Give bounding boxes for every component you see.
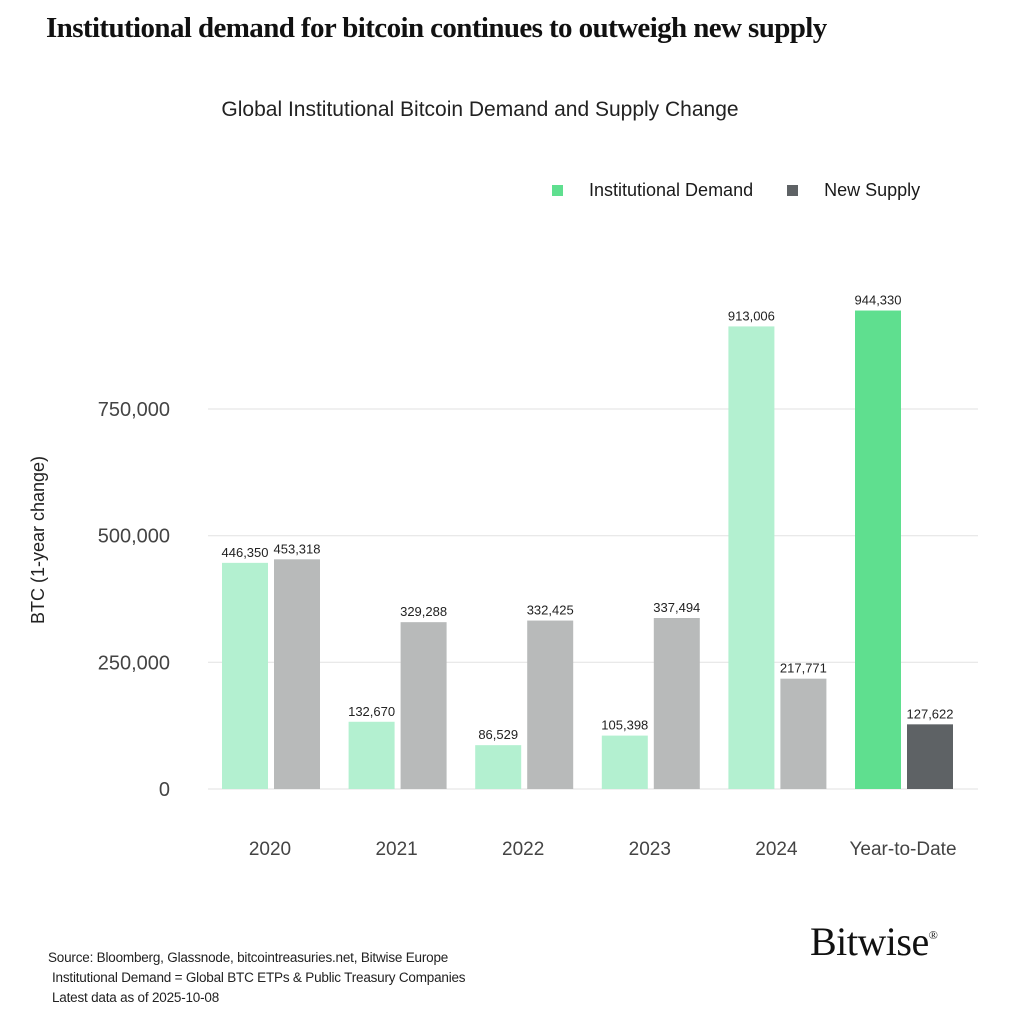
legend-swatch-demand — [552, 185, 563, 196]
bar-supply — [653, 618, 700, 789]
x-tick-label: 2021 — [375, 839, 417, 860]
y-axis-label: BTC (1-year change) — [28, 456, 48, 624]
headline: Institutional demand for bitcoin continu… — [46, 12, 827, 44]
chart-title: Global Institutional Bitcoin Demand and … — [221, 98, 739, 121]
bitwise-logo: Bitwise® — [810, 919, 938, 964]
bar-demand — [601, 735, 648, 789]
legend: Institutional Demand New Supply — [552, 180, 954, 201]
data-label: 446,350 — [222, 545, 269, 560]
data-label: 332,425 — [527, 603, 574, 618]
legend-label-demand: Institutional Demand — [589, 180, 754, 200]
data-label: 105,398 — [601, 718, 648, 733]
data-label: 329,288 — [400, 604, 447, 619]
y-tick-label: 750,000 — [98, 399, 170, 421]
x-tick-label: Year-to-Date — [849, 839, 956, 860]
y-tick-label: 250,000 — [98, 652, 170, 674]
bar-demand — [222, 562, 268, 789]
bar-supply — [907, 724, 953, 789]
data-label: 217,771 — [780, 661, 827, 676]
data-label: 453,318 — [274, 541, 321, 556]
bar-supply — [274, 559, 320, 789]
definition-note: Institutional Demand = Global BTC ETPs &… — [52, 970, 466, 985]
legend-label-supply: New Supply — [824, 180, 921, 200]
date-note: Latest data as of 2025-10-08 — [52, 990, 220, 1005]
source-note: Source: Bloomberg, Glassnode, bitcointre… — [48, 950, 449, 965]
bar-demand — [475, 745, 522, 789]
bar-demand — [728, 326, 775, 789]
y-tick-label: 0 — [159, 779, 170, 801]
x-tick-label: 2022 — [502, 839, 544, 860]
data-label: 127,622 — [907, 706, 954, 721]
bar-supply — [780, 678, 827, 789]
bar-demand — [855, 310, 901, 789]
data-label: 944,330 — [855, 293, 902, 308]
bar-demand — [348, 721, 395, 789]
x-tick-label: 2024 — [755, 839, 798, 860]
x-tick-label: 2020 — [249, 839, 291, 860]
footer: Source: Bloomberg, Glassnode, bitcointre… — [48, 948, 466, 1008]
data-label: 337,494 — [653, 600, 700, 615]
bar-supply — [527, 620, 574, 789]
y-tick-label: 500,000 — [98, 526, 170, 548]
legend-swatch-supply — [787, 185, 799, 196]
x-tick-label: 2023 — [629, 839, 671, 860]
data-label: 132,670 — [348, 704, 395, 719]
data-label: 913,006 — [728, 308, 775, 323]
bar-supply — [400, 622, 447, 789]
data-label: 86,529 — [478, 727, 518, 742]
